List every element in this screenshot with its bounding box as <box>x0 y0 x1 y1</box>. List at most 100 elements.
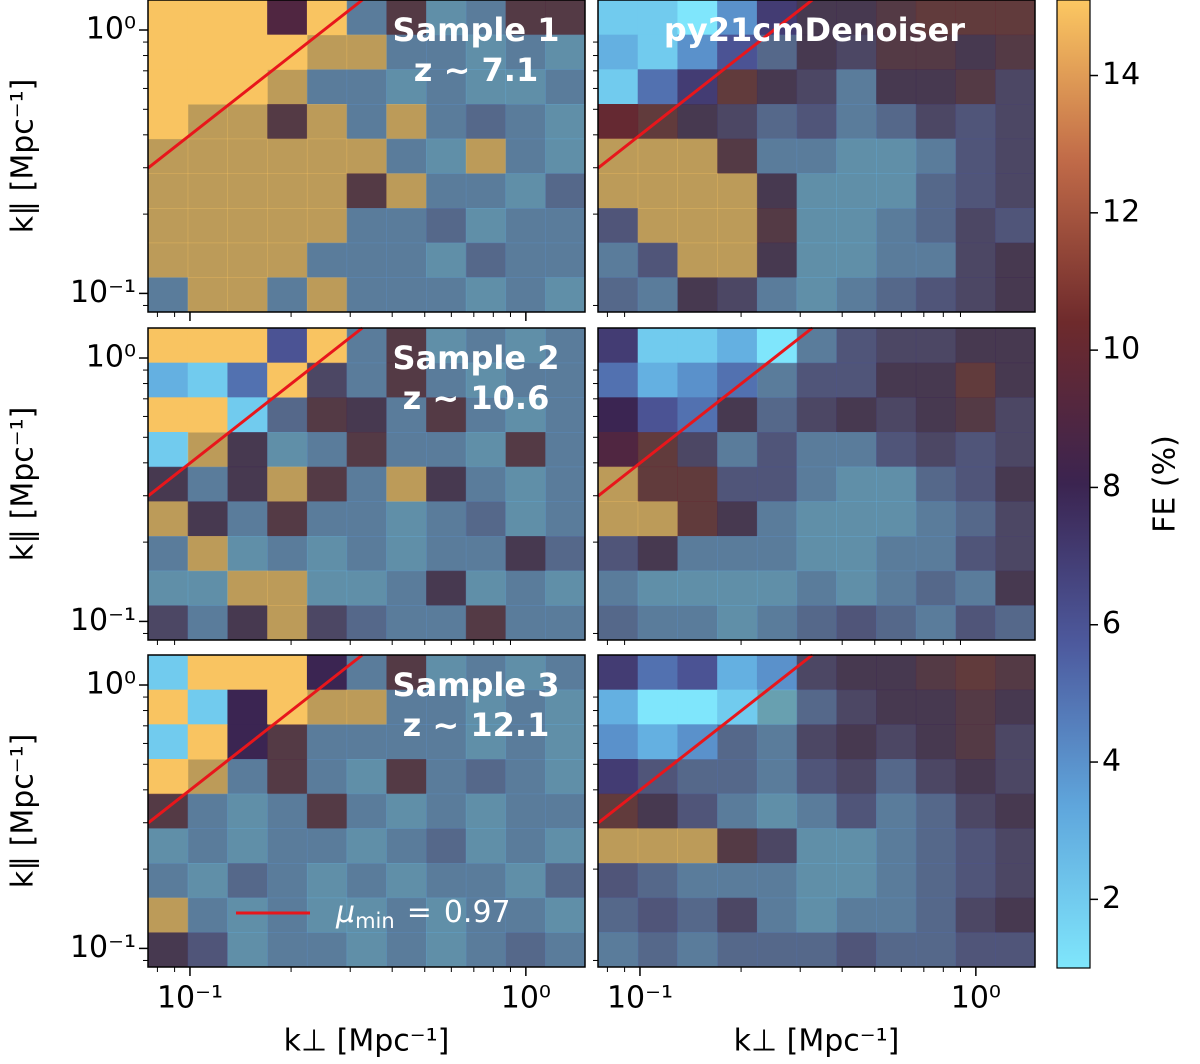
heat-cell <box>756 863 798 899</box>
heat-cell <box>915 277 957 313</box>
heat-cell <box>637 828 678 864</box>
heat-cell <box>465 362 507 398</box>
heat-cell <box>346 828 387 864</box>
heat-cell <box>227 208 268 244</box>
heat-cell <box>995 69 1036 105</box>
heat-cell <box>756 501 798 537</box>
heat-cell <box>148 724 189 760</box>
heat-cell <box>915 501 957 537</box>
heat-cell <box>346 34 387 70</box>
heat-cell <box>386 397 427 433</box>
heat-cell <box>637 605 678 641</box>
heat-cell <box>426 173 467 209</box>
heat-cell <box>955 793 996 829</box>
heat-cell <box>876 328 917 364</box>
heat-cell <box>598 570 639 606</box>
heat-cell <box>836 897 877 933</box>
heat-cell <box>465 655 507 691</box>
heat-cell <box>267 104 308 140</box>
heat-cell <box>545 277 586 313</box>
heat-cell <box>227 655 268 691</box>
heat-cell <box>955 173 996 209</box>
heat-cell <box>598 759 639 795</box>
heat-cell <box>267 655 308 691</box>
heat-cell <box>306 173 348 209</box>
heat-cell <box>346 689 387 725</box>
heat-cell <box>836 432 877 468</box>
heat-cell <box>995 793 1036 829</box>
heat-cell <box>756 536 798 572</box>
heat-cell <box>876 501 917 537</box>
heat-cell <box>717 328 758 364</box>
heat-cell <box>267 138 308 174</box>
heat-cell <box>915 536 957 572</box>
heat-cell <box>465 605 507 641</box>
heat-cell <box>637 536 678 572</box>
heat-cell <box>756 397 798 433</box>
heat-cell <box>915 759 957 795</box>
heat-cell <box>505 362 546 398</box>
heat-cell <box>505 724 546 760</box>
heat-cell <box>346 536 387 572</box>
heat-cell <box>995 932 1036 968</box>
heat-cell <box>836 362 877 398</box>
heat-cell <box>995 570 1036 606</box>
colorbar-label: FE (%) <box>1148 435 1183 533</box>
heat-cell <box>637 724 678 760</box>
colorbar-tick-label: 12 <box>1102 194 1140 229</box>
heat-cell <box>756 605 798 641</box>
heat-cell <box>637 793 678 829</box>
heat-cell <box>187 173 228 209</box>
heat-cell <box>505 397 546 433</box>
heat-cell <box>717 897 758 933</box>
heat-cell <box>267 536 308 572</box>
heat-cell <box>915 897 957 933</box>
heat-cell <box>227 466 268 502</box>
heat-cell <box>836 793 877 829</box>
heat-cell <box>637 570 678 606</box>
heat-cell <box>346 932 387 968</box>
heat-cell <box>545 104 586 140</box>
heat-cell <box>505 242 546 278</box>
heat-cell <box>465 501 507 537</box>
heat-cell <box>836 932 877 968</box>
heat-cell <box>386 0 427 36</box>
heat-cell <box>465 34 507 70</box>
heat-cell <box>796 138 837 174</box>
heat-cell <box>465 104 507 140</box>
heat-cell <box>505 69 546 105</box>
heat-cell <box>955 432 996 468</box>
heat-cell <box>187 724 228 760</box>
heat-cell <box>796 570 837 606</box>
panel-frame <box>147 327 586 641</box>
heat-cell <box>955 932 996 968</box>
heat-cell <box>955 828 996 864</box>
heat-cell <box>386 173 427 209</box>
heat-cell <box>505 536 546 572</box>
heat-cell <box>796 397 837 433</box>
heat-cell <box>148 328 189 364</box>
heat-cell <box>267 277 308 313</box>
heat-cell <box>637 689 678 725</box>
heat-cell <box>386 362 427 398</box>
heat-cell <box>836 501 877 537</box>
heat-cell <box>756 138 798 174</box>
heat-cell <box>598 173 639 209</box>
colorbar <box>1056 0 1091 969</box>
heat-cell <box>386 689 427 725</box>
y-axis-label: k∥ [Mpc⁻¹] <box>6 734 41 889</box>
heat-cell <box>306 69 348 105</box>
heat-cell <box>386 501 427 537</box>
heat-cell <box>677 570 718 606</box>
heat-cell <box>545 69 586 105</box>
heat-cell <box>545 689 586 725</box>
heat-cell <box>505 828 546 864</box>
heat-cell <box>227 432 268 468</box>
heat-cell <box>637 173 678 209</box>
heat-cell <box>386 793 427 829</box>
y-tick-label: 10⁻¹ <box>70 930 136 965</box>
heat-cell <box>796 34 837 70</box>
heat-cell <box>637 362 678 398</box>
heat-cell <box>187 828 228 864</box>
heat-cell <box>545 536 586 572</box>
